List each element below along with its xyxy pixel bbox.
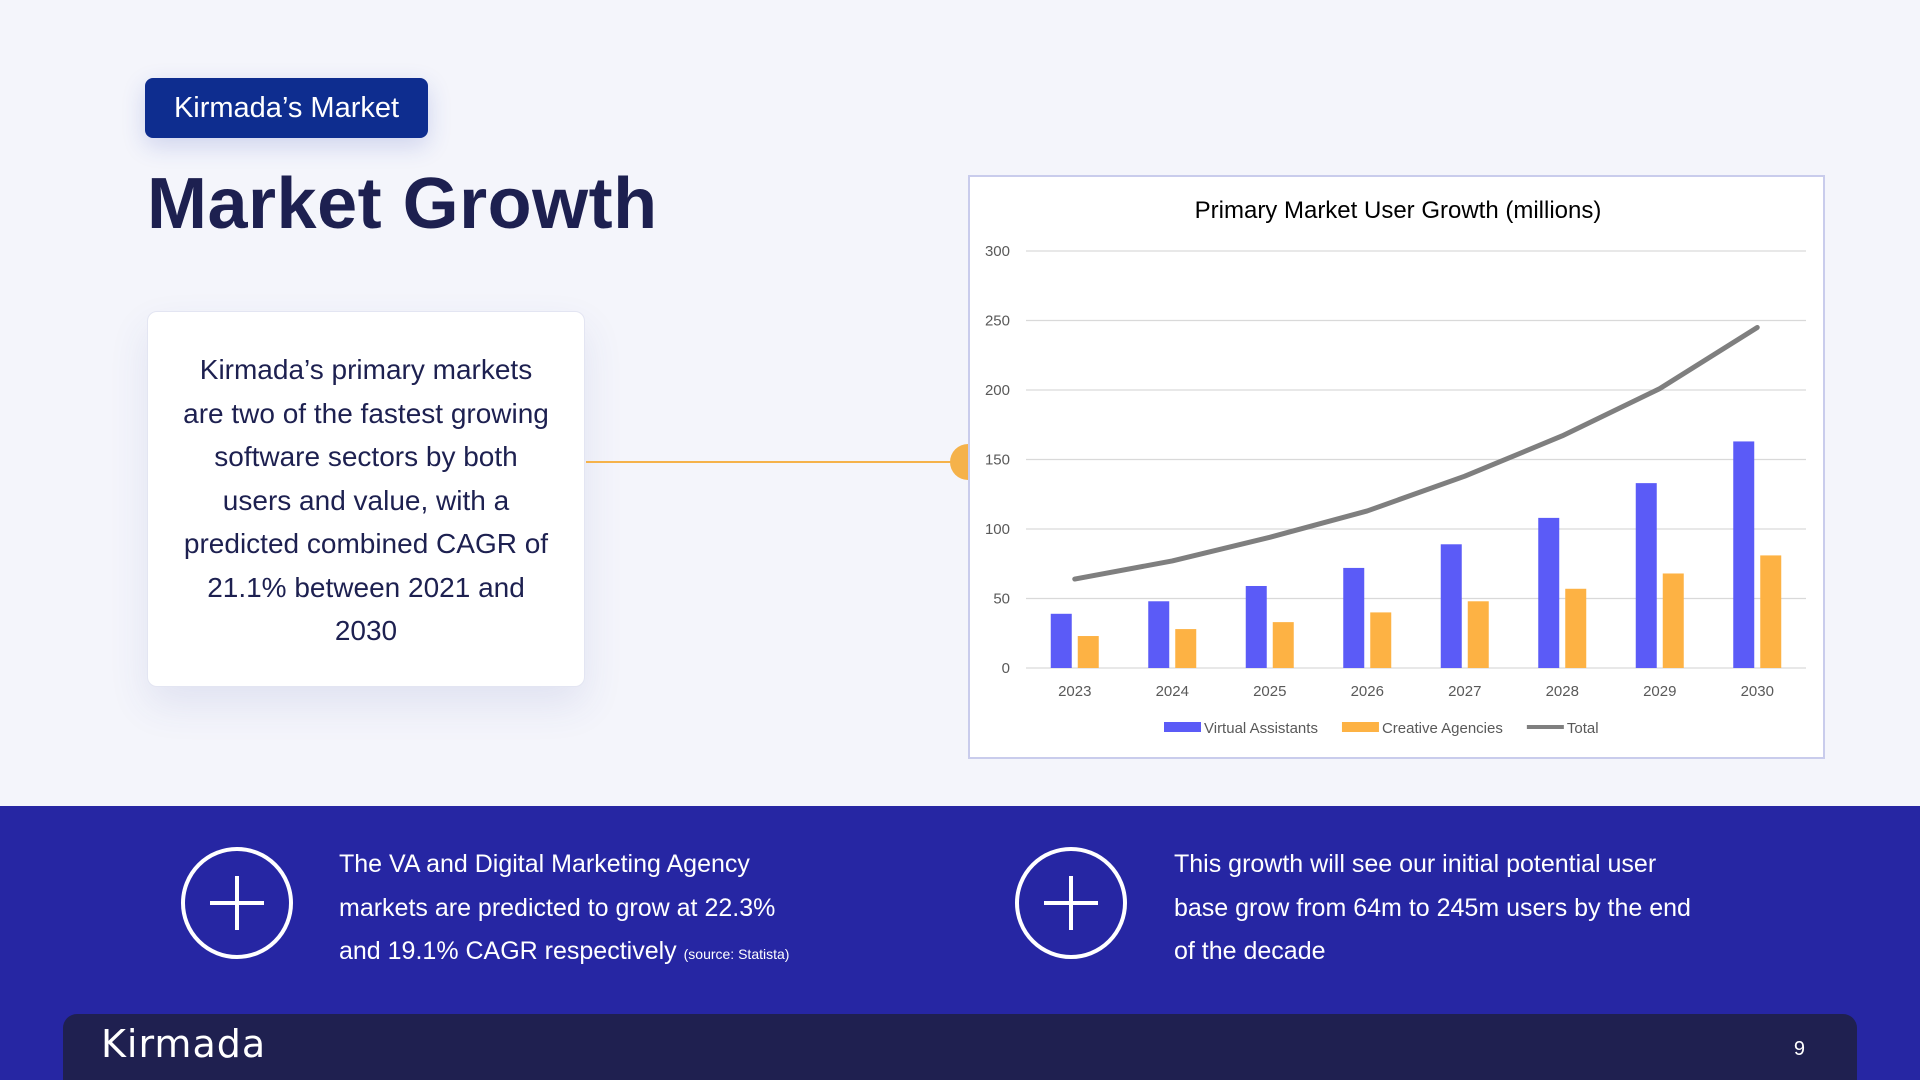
bar-creative-agencies: [1175, 629, 1197, 668]
bar-virtual-assistants: [1440, 544, 1462, 668]
page-title: Market Growth: [147, 164, 658, 244]
bar-creative-agencies: [1370, 612, 1392, 668]
highlight-source: (source: Statista): [683, 946, 790, 962]
x-tick-label: 2024: [1156, 683, 1189, 700]
highlight-point-1-text: The VA and Digital Marketing Agency mark…: [339, 850, 776, 965]
x-tick-label: 2023: [1058, 683, 1091, 700]
chart-title: Primary Market User Growth (millions): [1195, 197, 1602, 224]
x-tick-label: 2027: [1448, 683, 1481, 700]
y-tick-label: 50: [993, 591, 1010, 608]
legend-label: Creative Agencies: [1382, 720, 1503, 737]
y-tick-label: 150: [985, 452, 1010, 469]
legend-swatch: [1341, 722, 1379, 732]
x-tick-label: 2030: [1741, 683, 1774, 700]
bar-virtual-assistants: [1635, 483, 1657, 668]
highlight-point-1: The VA and Digital Marketing Agency mark…: [339, 843, 799, 977]
y-tick-label: 0: [1002, 660, 1010, 677]
connector-line: [586, 461, 952, 463]
callout-card: Kirmada’s primary markets are two of the…: [147, 311, 585, 687]
plus-circle-icon: [1015, 847, 1127, 959]
bar-creative-agencies: [1565, 588, 1587, 668]
y-tick-label: 100: [985, 521, 1010, 538]
kirmada-logo: Kirmada: [101, 1022, 267, 1066]
y-tick-label: 200: [985, 382, 1010, 399]
y-tick-label: 250: [985, 313, 1010, 330]
plus-circle-icon: [181, 847, 293, 959]
bar-virtual-assistants: [1245, 585, 1267, 668]
bar-creative-agencies: [1662, 573, 1684, 668]
line-total: [1072, 324, 1760, 582]
bar-virtual-assistants: [1733, 441, 1755, 668]
bar-creative-agencies: [1467, 601, 1489, 668]
chart-panel: Primary Market User Growth (millions) 0 50…: [968, 175, 1825, 759]
y-tick-label: 300: [985, 243, 1010, 260]
highlight-point-2: This growth will see our initial potenti…: [1174, 843, 1694, 974]
footer-bar: Kirmada 9: [63, 1014, 1857, 1080]
legend-label: Total: [1567, 720, 1599, 737]
legend-label: Virtual Assistants: [1204, 720, 1318, 737]
bar-creative-agencies: [1760, 555, 1782, 668]
x-tick-label: 2029: [1643, 683, 1676, 700]
x-tick-label: 2028: [1546, 683, 1579, 700]
page-number: 9: [1793, 1038, 1805, 1060]
user-growth-chart: Primary Market User Growth (millions) 0 50…: [985, 197, 1806, 737]
section-tag: Kirmada’s Market: [145, 78, 428, 138]
bar-creative-agencies: [1077, 636, 1099, 668]
bar-virtual-assistants: [1538, 517, 1560, 668]
bar-creative-agencies: [1272, 622, 1294, 668]
x-tick-label: 2025: [1253, 683, 1286, 700]
highlight-point-2-text: This growth will see our initial potenti…: [1174, 850, 1691, 965]
legend-swatch: [1164, 722, 1201, 732]
x-tick-label: 2026: [1351, 683, 1384, 700]
bar-virtual-assistants: [1148, 601, 1170, 668]
bar-virtual-assistants: [1050, 613, 1072, 668]
bar-virtual-assistants: [1343, 567, 1365, 668]
